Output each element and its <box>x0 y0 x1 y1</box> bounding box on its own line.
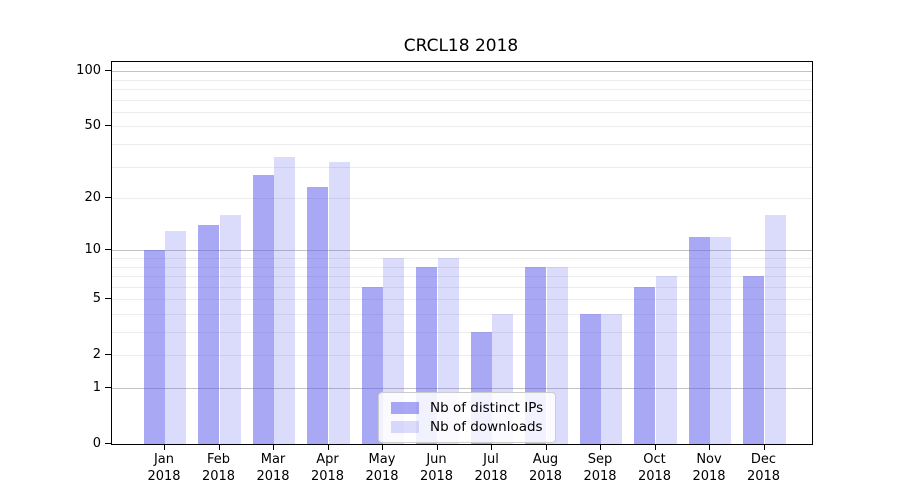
bar-sep-downloads <box>601 313 623 444</box>
x-tick <box>273 444 274 450</box>
y-tick <box>105 354 111 356</box>
legend-item-distinct-ips: Nb of distinct IPs <box>391 398 543 417</box>
x-tick <box>709 444 710 450</box>
minor-gridline <box>112 332 812 333</box>
minor-gridline <box>112 126 812 128</box>
x-tick <box>600 444 601 450</box>
x-tick <box>763 444 765 450</box>
x-tick <box>654 444 656 450</box>
x-tick-label-jul: Jul 2018 <box>474 452 508 484</box>
x-tick <box>436 444 438 450</box>
x-tick-label-feb: Feb 2018 <box>201 452 236 484</box>
minor-gridline <box>112 313 812 315</box>
y-tick-label: 1 <box>92 379 101 395</box>
y-tick <box>105 249 111 251</box>
y-tick <box>105 298 111 300</box>
y-tick-label: 50 <box>84 117 101 133</box>
y-tick-label: 10 <box>84 241 101 257</box>
x-tick-label-jan: Jan 2018 <box>147 452 181 484</box>
bar-jan-downloads <box>165 230 187 444</box>
bar-apr-ips <box>307 187 329 444</box>
legend-swatch-downloads <box>391 420 419 433</box>
y-tick <box>105 443 111 444</box>
x-tick <box>164 444 165 450</box>
x-tick <box>327 444 329 450</box>
x-tick-label-dec: Dec 2018 <box>746 452 781 484</box>
bar-mar-ips <box>252 174 274 444</box>
major-gridline <box>112 388 812 389</box>
legend-label-distinct-ips: Nb of distinct IPs <box>430 399 544 416</box>
minor-gridline <box>112 111 812 113</box>
legend-label-downloads: Nb of downloads <box>430 418 543 435</box>
bar-feb-downloads <box>219 215 241 444</box>
bar-mar-downloads <box>274 156 296 444</box>
minor-gridline <box>112 257 812 259</box>
x-tick-label-mar: Mar 2018 <box>256 452 290 484</box>
chart-title: CRCL18 2018 <box>403 36 519 56</box>
bar-oct-ips <box>634 286 656 444</box>
minor-gridline <box>112 198 812 199</box>
major-gridline <box>112 71 812 73</box>
x-tick <box>382 444 383 450</box>
y-tick-label: 20 <box>84 189 101 205</box>
y-tick <box>105 197 111 198</box>
bar-dec-ips <box>743 276 765 444</box>
y-tick <box>105 125 111 127</box>
minor-gridline <box>112 88 812 90</box>
minor-gridline <box>112 299 812 301</box>
x-tick-label-aug: Aug 2018 <box>528 452 563 484</box>
bar-nov-ips <box>688 236 710 444</box>
minor-gridline <box>112 286 812 288</box>
x-tick-label-apr: Apr 2018 <box>310 452 345 484</box>
y-tick-label: 5 <box>92 290 101 306</box>
x-tick-label-nov: Nov 2018 <box>692 452 726 484</box>
legend: Nb of distinct IPs Nb of downloads <box>378 392 557 443</box>
x-tick-label-may: May 2018 <box>365 452 399 484</box>
minor-gridline <box>112 79 812 81</box>
minor-gridline <box>112 276 812 277</box>
plot-area <box>111 61 813 445</box>
bar-sep-ips <box>579 313 601 444</box>
y-tick-label: 0 <box>92 435 101 451</box>
bar-dec-downloads <box>764 215 786 444</box>
x-tick <box>218 444 220 450</box>
bar-apr-downloads <box>328 161 350 444</box>
x-tick-label-oct: Oct 2018 <box>637 452 672 484</box>
x-tick <box>491 444 492 450</box>
y-tick <box>105 70 111 72</box>
minor-gridline <box>112 143 812 145</box>
minor-gridline <box>112 266 812 268</box>
bar-nov-downloads <box>710 236 732 444</box>
bar-oct-downloads <box>655 276 677 444</box>
y-tick-label: 2 <box>92 346 101 362</box>
bar-feb-ips <box>198 225 220 444</box>
x-tick-label-jun: Jun 2018 <box>419 452 454 484</box>
legend-swatch-distinct-ips <box>391 401 419 414</box>
minor-gridline <box>112 166 812 168</box>
x-tick <box>545 444 547 450</box>
bar-may-ips <box>361 286 383 444</box>
y-tick-label: 100 <box>76 62 101 78</box>
major-gridline <box>112 250 812 252</box>
bar-jan-ips <box>143 250 165 444</box>
minor-gridline <box>112 99 812 101</box>
legend-item-downloads: Nb of downloads <box>391 417 543 436</box>
minor-gridline <box>112 355 812 357</box>
y-tick <box>105 387 111 388</box>
x-tick-label-sep: Sep 2018 <box>583 452 617 484</box>
